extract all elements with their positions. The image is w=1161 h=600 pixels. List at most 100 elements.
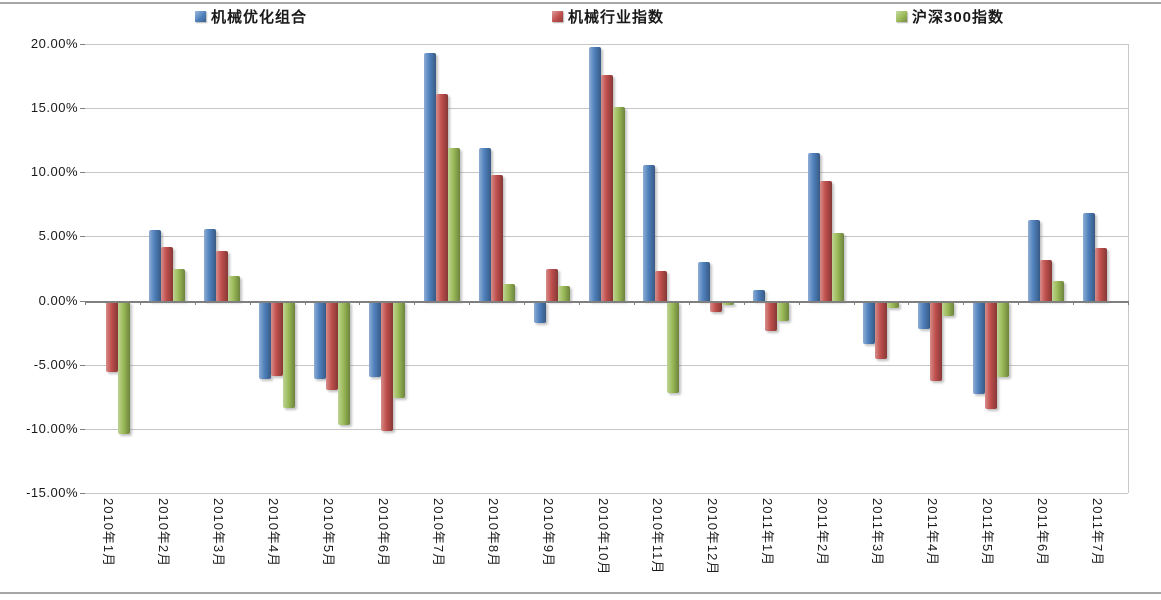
bar-沪深300指数-2010年12月 [722, 301, 735, 306]
bar-机械优化组合-2011年5月 [972, 301, 985, 394]
gridline [85, 44, 1128, 45]
bar-沪深300指数-2010年11月 [667, 301, 680, 393]
x-axis-tick [414, 300, 416, 305]
bar-机械行业指数-2010年12月 [710, 301, 723, 312]
bar-沪深300指数-2010年8月 [502, 283, 515, 301]
x-axis-tick [524, 300, 526, 305]
legend-marker-icon [195, 11, 206, 22]
y-axis-tick [80, 428, 85, 430]
bar-机械优化组合-2011年2月 [808, 153, 821, 301]
x-tick-label: 2011年7月 [1089, 498, 1105, 567]
x-axis-tick [249, 300, 251, 305]
bar-沪深300指数-2010年1月 [118, 301, 131, 434]
x-axis-tick [1018, 300, 1020, 305]
y-axis-tick [80, 44, 85, 45]
bar-沪深300指数-2010年9月 [557, 286, 570, 301]
y-tick-label: 10.00% [30, 164, 78, 180]
bar-机械优化组合-2010年8月 [478, 147, 491, 301]
x-tick-label: 2010年5月 [321, 498, 337, 568]
bar-机械优化组合-2010年3月 [204, 228, 217, 301]
plot-area [85, 44, 1129, 494]
y-tick-label: 5.00% [38, 228, 78, 244]
y-tick-label: 20.00% [30, 36, 78, 51]
bar-机械优化组合-2011年7月 [1082, 213, 1095, 301]
x-tick-label: 2010年8月 [485, 498, 501, 568]
y-tick-label: -5.00% [33, 356, 78, 372]
bar-沪深300指数-2011年1月 [777, 301, 790, 321]
bar-机械优化组合-2011年6月 [1027, 219, 1040, 301]
bar-沪深300指数-2010年2月 [173, 268, 186, 301]
bar-沪深300指数-2010年10月 [612, 106, 625, 301]
x-tick-label: 2010年2月 [156, 498, 172, 568]
bar-沪深300指数-2011年2月 [832, 232, 845, 301]
y-tick-label: 0.00% [38, 292, 78, 308]
y-axis-tick [80, 300, 85, 302]
x-axis-tick [85, 300, 86, 305]
bar-沪深300指数-2011年4月 [941, 301, 954, 316]
y-axis-tick [80, 172, 85, 174]
y-tick-label: -15.00% [26, 485, 78, 500]
bar-机械优化组合-2010年5月 [314, 301, 327, 379]
bar-机械优化组合-2011年1月 [753, 290, 766, 301]
x-tick-label: 2011年2月 [815, 498, 831, 567]
y-axis-tick [80, 236, 85, 238]
bar-机械行业指数-2010年11月 [655, 271, 668, 301]
gridline [85, 364, 1128, 366]
chart-top-border [0, 2, 1161, 4]
bar-沪深300指数-2011年5月 [996, 301, 1009, 378]
bar-机械行业指数-2011年4月 [929, 301, 942, 382]
legend-item-1: 机械优化组合 [195, 6, 307, 27]
bar-机械优化组合-2010年6月 [368, 301, 381, 378]
x-axis-tick [304, 300, 306, 305]
bar-机械行业指数-2010年6月 [380, 301, 393, 432]
x-tick-label: 2011年3月 [869, 498, 885, 567]
bar-机械行业指数-2011年3月 [874, 301, 887, 360]
bar-机械行业指数-2011年5月 [984, 301, 997, 410]
bar-机械行业指数-2010年3月 [216, 250, 229, 301]
gridline [85, 493, 1128, 494]
x-axis-tick [798, 300, 800, 305]
x-tick-label: 2011年1月 [760, 498, 776, 567]
x-axis-tick [963, 300, 965, 305]
x-axis-tick [139, 300, 141, 305]
legend: 机械优化组合 机械行业指数 沪深300指数 [0, 6, 1161, 32]
x-tick-label: 2010年3月 [211, 498, 227, 568]
x-axis-tick [853, 300, 855, 305]
x-tick-label: 2010年12月 [705, 498, 721, 576]
legend-marker-icon [896, 11, 907, 22]
bar-沪深300指数-2010年5月 [338, 301, 351, 425]
x-tick-label: 2010年4月 [266, 498, 282, 568]
y-axis-tick [80, 364, 85, 366]
bar-沪深300指数-2010年3月 [228, 276, 241, 301]
x-axis-tick [194, 300, 196, 305]
x-tick-label: 2010年10月 [595, 498, 611, 576]
bar-机械优化组合-2011年3月 [862, 301, 875, 344]
x-axis-tick [469, 300, 471, 305]
x-axis-tick [633, 300, 635, 305]
chart-bottom-border [0, 592, 1161, 594]
y-axis-tick [80, 108, 85, 110]
legend-label: 机械优化组合 [211, 9, 308, 26]
y-tick-label: -10.00% [26, 420, 78, 436]
x-axis-tick [743, 300, 745, 305]
bar-沪深300指数-2011年3月 [886, 301, 899, 308]
x-axis-tick [579, 300, 581, 305]
bar-沪深300指数-2010年7月 [447, 147, 460, 301]
x-axis-tick [359, 300, 361, 305]
bar-机械行业指数-2010年9月 [545, 268, 558, 301]
x-axis-tick [1073, 300, 1075, 305]
bar-机械行业指数-2010年8月 [490, 174, 503, 301]
legend-label: 机械行业指数 [568, 9, 665, 26]
bar-机械行业指数-2010年7月 [435, 94, 448, 301]
bar-沪深300指数-2010年4月 [283, 301, 296, 409]
x-tick-label: 2011年6月 [1034, 498, 1050, 567]
bar-机械优化组合-2010年4月 [259, 301, 272, 379]
bar-机械优化组合-2010年9月 [533, 301, 546, 324]
bar-机械行业指数-2010年10月 [600, 74, 613, 301]
gridline [85, 428, 1128, 430]
bar-机械行业指数-2011年2月 [820, 181, 833, 301]
legend-label: 沪深300指数 [912, 9, 1005, 26]
x-axis-tick [688, 300, 690, 305]
bar-机械行业指数-2010年1月 [106, 301, 119, 373]
